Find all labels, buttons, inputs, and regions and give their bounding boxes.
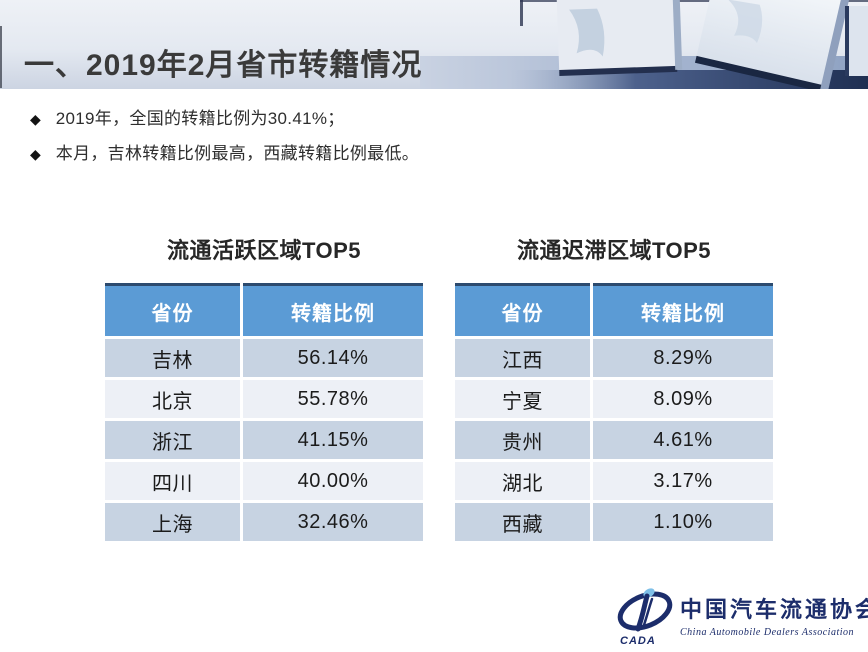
title-banner: 一、2019年2月省市转籍情况 bbox=[0, 0, 868, 89]
column-header-ratio: 转籍比例 bbox=[593, 283, 773, 336]
diamond-bullet-icon: ◆ bbox=[30, 111, 41, 127]
bullet-item: ◆ 本月，吉林转籍比例最高，西藏转籍比例最低。 bbox=[30, 143, 419, 165]
table-cell-province: 贵州 bbox=[455, 421, 590, 459]
diamond-bullet-icon: ◆ bbox=[30, 146, 41, 162]
table-title-active: 流通活跃区域TOP5 bbox=[166, 238, 362, 263]
bullet-text: 2019年，全国的转籍比例为30.41%； bbox=[55, 109, 345, 128]
active-regions-table: 流通活跃区域TOP5 省份 转籍比例 吉林 56.14% 北京 55.78% 浙… bbox=[105, 233, 423, 541]
svg-text:CADA: CADA bbox=[620, 635, 656, 647]
table-grid: 省份 转籍比例 江西 8.29% 宁夏 8.09% 贵州 4.61% 湖北 3.… bbox=[455, 283, 773, 541]
bullet-item: ◆ 2019年，全国的转籍比例为30.41%； bbox=[30, 108, 419, 130]
table-title-sluggish: 流通迟滞区域TOP5 bbox=[516, 238, 712, 263]
logo-names: 中国汽车流通协会 China Automobile Dealers Associ… bbox=[680, 592, 868, 638]
table-cell-province: 浙江 bbox=[105, 421, 240, 459]
banner-edge-shadow bbox=[0, 26, 2, 88]
summary-bullets: ◆ 2019年，全国的转籍比例为30.41%； ◆ 本月，吉林转籍比例最高，西藏… bbox=[30, 108, 419, 178]
table-cell-ratio: 8.09% bbox=[593, 380, 773, 418]
cada-logo: CADA 中国汽车流通协会 China Automobile Dealers A… bbox=[616, 582, 868, 648]
column-header-ratio: 转籍比例 bbox=[243, 283, 423, 336]
table-cell-ratio: 4.61% bbox=[593, 421, 773, 459]
logo-name-english: China Automobile Dealers Association bbox=[680, 627, 855, 638]
cubes-decoration-image bbox=[420, 0, 868, 89]
table-cell-province: 江西 bbox=[455, 339, 590, 377]
logo-name-chinese: 中国汽车流通协会 bbox=[680, 597, 868, 622]
table-cell-ratio: 1.10% bbox=[593, 503, 773, 541]
table-cell-province: 北京 bbox=[105, 380, 240, 418]
table-cell-ratio: 55.78% bbox=[243, 380, 423, 418]
sluggish-regions-table: 流通迟滞区域TOP5 省份 转籍比例 江西 8.29% 宁夏 8.09% 贵州 … bbox=[455, 233, 773, 541]
table-cell-province: 四川 bbox=[105, 462, 240, 500]
table-cell-ratio: 56.14% bbox=[243, 339, 423, 377]
table-cell-ratio: 40.00% bbox=[243, 462, 423, 500]
cada-emblem-icon: CADA bbox=[617, 588, 673, 647]
table-cell-ratio: 3.17% bbox=[593, 462, 773, 500]
table-cell-province: 西藏 bbox=[455, 503, 590, 541]
table-cell-province: 吉林 bbox=[105, 339, 240, 377]
table-cell-province: 宁夏 bbox=[455, 380, 590, 418]
table-cell-province: 上海 bbox=[105, 503, 240, 541]
table-cell-province: 湖北 bbox=[455, 462, 590, 500]
bullet-text: 本月，吉林转籍比例最高，西藏转籍比例最低。 bbox=[55, 144, 420, 163]
table-cell-ratio: 8.29% bbox=[593, 339, 773, 377]
column-header-province: 省份 bbox=[455, 283, 590, 336]
table-grid: 省份 转籍比例 吉林 56.14% 北京 55.78% 浙江 41.15% 四川… bbox=[105, 283, 423, 541]
table-cell-ratio: 32.46% bbox=[243, 503, 423, 541]
slide-title: 一、2019年2月省市转籍情况 bbox=[24, 49, 423, 82]
column-header-province: 省份 bbox=[105, 283, 240, 336]
table-cell-ratio: 41.15% bbox=[243, 421, 423, 459]
